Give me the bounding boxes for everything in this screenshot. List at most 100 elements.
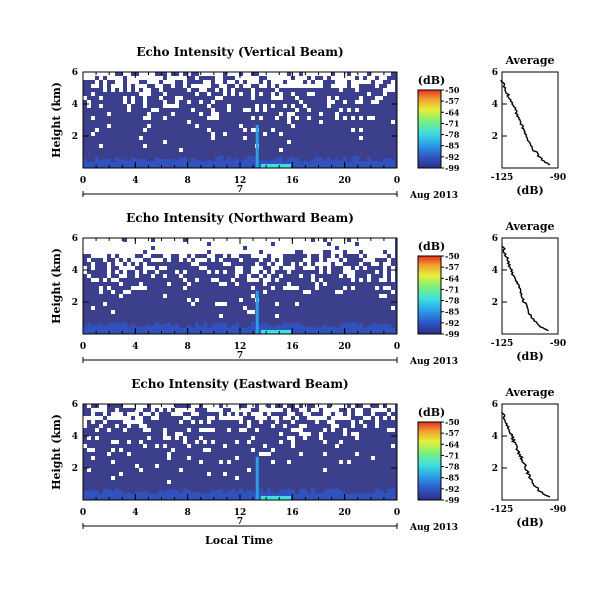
gap-cell: [339, 440, 343, 444]
gap-cell: [295, 416, 299, 420]
gap-cell: [235, 440, 239, 444]
gap-cell: [339, 254, 343, 258]
gap-cell: [175, 432, 179, 436]
x-tick-label: 12: [234, 176, 247, 186]
gap-cell: [303, 432, 307, 436]
gap-cell: [283, 242, 287, 246]
average-y-tick-label: 4: [492, 100, 498, 110]
surface-cell: [391, 327, 395, 334]
gap-cell: [219, 84, 223, 88]
y-tick-label: 4: [72, 100, 78, 110]
gap-cell: [355, 238, 359, 242]
gap-cell: [391, 306, 395, 310]
panel-title: Echo Intensity (Vertical Beam): [136, 45, 343, 59]
panel-1: Echo Intensity (Vertical Beam)0 4 8 12 16 20 0…: [50, 45, 566, 201]
gap-cell: [183, 270, 187, 274]
gap-cell: [323, 76, 327, 80]
gap-cell: [195, 238, 199, 242]
gap-cell: [271, 104, 275, 108]
surface-cell: [179, 327, 183, 334]
gap-cell: [275, 80, 279, 84]
gap-cell: [179, 238, 183, 242]
gap-cell: [331, 250, 335, 254]
gap-cell: [163, 294, 167, 298]
gap-cell: [359, 100, 363, 104]
gap-cell: [139, 440, 143, 444]
gap-cell: [183, 416, 187, 420]
surface-cell: [391, 159, 395, 168]
gap-cell: [279, 432, 283, 436]
x-tick-label: 0: [394, 176, 400, 186]
gap-cell: [299, 428, 303, 432]
gap-cell: [383, 274, 387, 278]
gap-cell: [251, 436, 255, 440]
gap-cell: [163, 436, 167, 440]
gap-cell: [359, 136, 363, 140]
gap-cell: [287, 282, 291, 286]
surface-cell: [143, 491, 147, 500]
gap-cell: [195, 440, 199, 444]
gap-cell: [311, 246, 315, 250]
gap-cell: [191, 84, 195, 88]
gap-cell: [231, 408, 235, 412]
gap-cell: [115, 278, 119, 282]
gap-cell: [123, 428, 127, 432]
x-tick-label: 12: [234, 342, 247, 352]
average-x-label: (dB): [516, 184, 543, 197]
gap-cell: [147, 428, 151, 432]
colorbar-tick-label: -85: [445, 473, 459, 483]
average-x-tick-label: -90: [550, 173, 566, 183]
surface-cell: [339, 490, 343, 500]
gap-cell: [211, 404, 215, 408]
gap-cell: [319, 416, 323, 420]
gap-cell: [119, 472, 123, 476]
gap-cell: [331, 428, 335, 432]
gap-cell: [283, 266, 287, 270]
surface-cell: [139, 327, 143, 334]
surface-cell: [107, 489, 111, 500]
surface-cell: [243, 327, 247, 334]
gap-cell: [83, 266, 87, 270]
gap-cell: [83, 250, 87, 254]
gap-cell: [311, 278, 315, 282]
gap-cell: [359, 128, 363, 132]
gap-cell: [167, 242, 171, 246]
gap-cell: [115, 440, 119, 444]
surface-layer: [83, 456, 395, 500]
colorbar-tick-label: -92: [445, 318, 459, 328]
gap-cell: [155, 250, 159, 254]
gap-cell: [211, 116, 215, 120]
gap-cell: [87, 404, 91, 408]
gap-cell: [179, 408, 183, 412]
gap-cell: [255, 262, 259, 266]
gap-cell: [255, 246, 259, 250]
gap-cell: [227, 72, 231, 76]
gap-cell: [303, 424, 307, 428]
gap-cell: [111, 242, 115, 246]
gap-cell: [239, 124, 243, 128]
date-label: Aug 2013: [409, 523, 458, 533]
gap-cell: [243, 76, 247, 80]
colorbar-tick-label: -78: [445, 130, 460, 140]
gap-cell: [203, 258, 207, 262]
gap-cell: [95, 428, 99, 432]
surface-cell: [307, 327, 311, 334]
gap-cell: [315, 84, 319, 88]
gap-cell: [335, 112, 339, 116]
gap-cell: [127, 266, 131, 270]
gap-cell: [383, 294, 387, 298]
gap-cell: [387, 84, 391, 88]
gap-cell: [175, 238, 179, 242]
gap-cell: [339, 460, 343, 464]
gap-cell: [283, 250, 287, 254]
gap-cell: [287, 460, 291, 464]
gap-cell: [87, 104, 91, 108]
colorbar-tick-label: -92: [445, 484, 459, 494]
surface-cell: [351, 492, 355, 500]
gap-cell: [327, 408, 331, 412]
surface-cell: [367, 493, 371, 500]
gap-cell: [199, 436, 203, 440]
gap-cell: [291, 246, 295, 250]
surface-cell: [367, 156, 371, 168]
gap-cell: [211, 416, 215, 420]
